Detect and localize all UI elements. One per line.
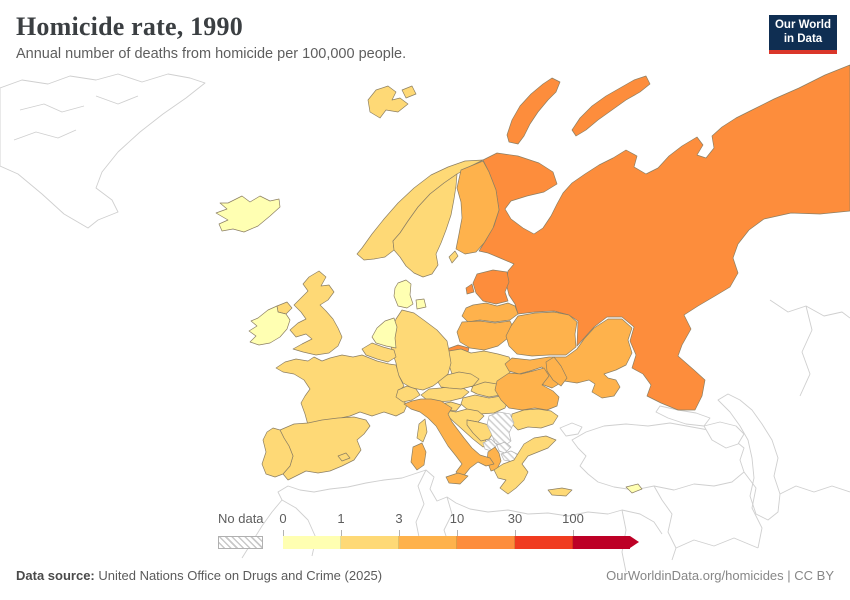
country-spain[interactable] xyxy=(279,416,371,481)
outline-algeria-tunisia-border xyxy=(415,469,427,543)
country-romania[interactable] xyxy=(494,367,560,411)
outline-greenland xyxy=(0,73,206,229)
outline-africa-coast xyxy=(241,469,663,559)
legend-tick xyxy=(457,530,458,536)
country-portugal[interactable] xyxy=(261,427,294,478)
country-ireland[interactable] xyxy=(248,305,291,346)
data-source-text: United Nations Office on Drugs and Crime… xyxy=(98,568,383,583)
legend-tick-label-1: 1 xyxy=(337,511,345,526)
data-source: Data source: United Nations Office on Dr… xyxy=(16,568,382,583)
page-title: Homicide rate, 1990 xyxy=(16,12,243,41)
chart-footer: Data source: United Nations Office on Dr… xyxy=(16,568,834,583)
country-sweden-gotland[interactable] xyxy=(448,250,459,264)
legend-segment-0-1[interactable] xyxy=(283,536,341,549)
country-spain-balearics[interactable] xyxy=(337,452,351,462)
attribution-link[interactable]: OurWorldinData.org/homicides | CC BY xyxy=(606,568,834,583)
country-estonia-island[interactable] xyxy=(465,283,475,295)
outline-turkey-thrace xyxy=(559,422,583,437)
legend-segment-10-30[interactable] xyxy=(457,536,515,549)
country-denmark-zealand[interactable] xyxy=(415,298,427,310)
country-latvia[interactable] xyxy=(461,302,519,323)
outline-syria-border xyxy=(653,485,677,561)
country-netherlands[interactable] xyxy=(371,317,398,349)
country-greece-crete[interactable] xyxy=(547,487,573,497)
country-estonia[interactable] xyxy=(472,269,510,305)
legend-tick-label-30: 30 xyxy=(507,511,523,526)
legend-tick xyxy=(515,530,516,536)
country-sweden[interactable] xyxy=(392,173,458,278)
logo-line2: in Data xyxy=(783,33,823,45)
country-shapes xyxy=(215,64,850,497)
logo-line1: Our World xyxy=(774,19,831,31)
country-finland[interactable] xyxy=(455,160,500,255)
country-hungary[interactable] xyxy=(460,394,510,415)
outline-armenia-azerbaijan xyxy=(703,421,745,449)
legend-arrow xyxy=(630,536,639,548)
outline-turkey xyxy=(571,422,745,491)
outline-greenland-fjord xyxy=(95,95,139,105)
country-united-kingdom[interactable] xyxy=(289,270,343,356)
legend-no-data-swatch[interactable] xyxy=(218,536,263,549)
legend-segment-100-plus[interactable] xyxy=(573,536,630,549)
legend-tick xyxy=(341,530,342,536)
outline-greenland-fjord xyxy=(19,103,85,113)
legend-tick-label-10: 10 xyxy=(449,511,465,526)
outline-kazakhstan-border xyxy=(799,305,813,397)
legend-no-data-label: No data xyxy=(218,511,264,526)
country-switzerland[interactable] xyxy=(395,385,421,403)
country-france-corsica[interactable] xyxy=(416,418,428,443)
outline-iran-border xyxy=(743,471,763,549)
country-belgium[interactable] xyxy=(361,342,397,363)
country-russia[interactable] xyxy=(478,64,850,411)
legend-tick-label-100: 100 xyxy=(562,511,584,526)
legend-segment-1-3[interactable] xyxy=(341,536,399,549)
country-russia-novaya-zemlya-south[interactable] xyxy=(506,77,561,145)
legend-segment-30-100[interactable] xyxy=(515,536,573,549)
country-kosovo[interactable] xyxy=(496,441,512,454)
outline-greenland-fjord xyxy=(13,129,77,141)
country-russia-novaya-zemlya-north[interactable] xyxy=(571,75,651,137)
country-serbia[interactable] xyxy=(486,411,515,448)
country-iceland[interactable] xyxy=(215,195,281,233)
legend-tick xyxy=(573,530,574,536)
country-norway-svalbard-east[interactable] xyxy=(401,85,417,99)
country-belarus[interactable] xyxy=(505,311,578,357)
outline-turkmenistan-border xyxy=(779,485,850,495)
country-greece[interactable] xyxy=(493,435,557,495)
country-italy[interactable] xyxy=(403,398,495,479)
background-outlines xyxy=(0,73,850,573)
legend-segment-3-10[interactable] xyxy=(399,536,457,549)
country-lithuania[interactable] xyxy=(456,320,515,351)
outline-caspian-sea xyxy=(717,393,781,521)
country-denmark[interactable] xyxy=(393,279,414,309)
legend-tick-label-3: 3 xyxy=(395,511,403,526)
country-czechia[interactable] xyxy=(437,371,480,390)
country-cyprus[interactable] xyxy=(625,483,643,494)
outline-kazakhstan-border xyxy=(769,299,850,319)
country-italy-sardinia[interactable] xyxy=(410,442,427,471)
owid-logo: Our World in Data xyxy=(769,15,837,54)
legend-tick-label-0: 0 xyxy=(279,511,287,526)
country-moldova[interactable] xyxy=(545,356,568,387)
country-italy-sicily[interactable] xyxy=(445,472,469,485)
country-france[interactable] xyxy=(275,354,408,426)
legend-tick xyxy=(283,530,284,536)
page-subtitle: Annual number of deaths from homicide pe… xyxy=(16,46,407,62)
country-bulgaria[interactable] xyxy=(510,408,559,431)
data-source-label: Data source: xyxy=(16,568,95,583)
outline-iraq-border xyxy=(675,537,759,549)
country-norway-svalbard[interactable] xyxy=(367,85,409,119)
legend-tick xyxy=(399,530,400,536)
